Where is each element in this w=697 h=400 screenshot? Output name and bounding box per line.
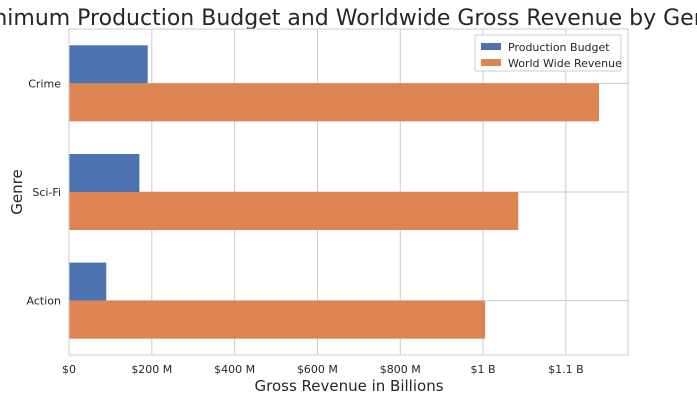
legend-entry-label: Production Budget — [508, 41, 610, 54]
legend-swatch — [481, 43, 501, 50]
x-tick-label: $200 M — [131, 363, 172, 376]
legend-swatch — [481, 59, 501, 66]
y-tick-label: Crime — [28, 77, 61, 90]
x-axis-label: Gross Revenue in Billions — [254, 377, 443, 395]
bar-production-budget-crime — [69, 45, 148, 84]
plot-area: $0 $200 M $400 M $600 M $800 M $1 B $1.1 B Crim… — [27, 28, 629, 376]
y-tick-label: Sci-Fi — [32, 186, 61, 199]
x-tick-label: $400 M — [214, 363, 255, 376]
bar-world-wide-revenue-crime — [69, 83, 600, 122]
legend-box — [474, 34, 622, 72]
y-axis-label: Genre — [8, 169, 26, 214]
legend-entry-label: World Wide Revenue — [508, 57, 622, 70]
bar-world-wide-revenue-action — [69, 300, 486, 339]
bar-production-budget-action — [69, 262, 107, 301]
x-tick-label: $600 M — [297, 363, 338, 376]
bar-production-budget-sci-fi — [69, 153, 140, 192]
plot-frame — [68, 28, 629, 356]
legend: Production Budget World Wide Revenue — [474, 34, 622, 72]
x-tick-label: $1.1 B — [548, 363, 584, 376]
y-tick-label: Action — [27, 295, 61, 308]
bar-world-wide-revenue-sci-fi — [69, 192, 519, 231]
chart-title: Minimum Production Budget and Worldwide … — [0, 6, 697, 31]
x-tick-label: $800 M — [380, 363, 421, 376]
x-tick-label: $0 — [62, 363, 76, 376]
x-tick-label: $1 B — [471, 363, 496, 376]
